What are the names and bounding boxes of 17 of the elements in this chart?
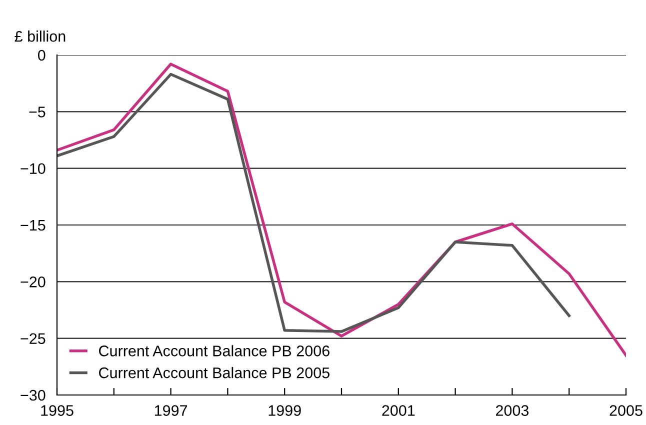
y-tick-label: −15 xyxy=(20,220,46,231)
x-tick-label: 2005 xyxy=(610,405,642,416)
y-tick-label: −10 xyxy=(20,163,46,174)
y-tick-label: −20 xyxy=(20,276,46,288)
legend-label: Current Account Balance PB 2006 xyxy=(99,345,330,356)
y-axis-title: £ billion xyxy=(14,30,66,42)
legend-label: Current Account Balance PB 2005 xyxy=(99,367,330,378)
y-tick-label: −25 xyxy=(20,333,46,344)
x-tick-label: 1997 xyxy=(154,405,188,416)
y-tick-label: −5 xyxy=(29,106,46,118)
y-tick-label: 0 xyxy=(38,50,46,61)
x-tick-label: 2003 xyxy=(496,405,529,416)
x-tick-label: 2001 xyxy=(382,405,415,416)
y-tick-label: −30 xyxy=(20,390,46,401)
x-tick-label: 1995 xyxy=(41,405,74,416)
line-series xyxy=(57,72,570,333)
x-tick-label: 1999 xyxy=(268,405,301,416)
